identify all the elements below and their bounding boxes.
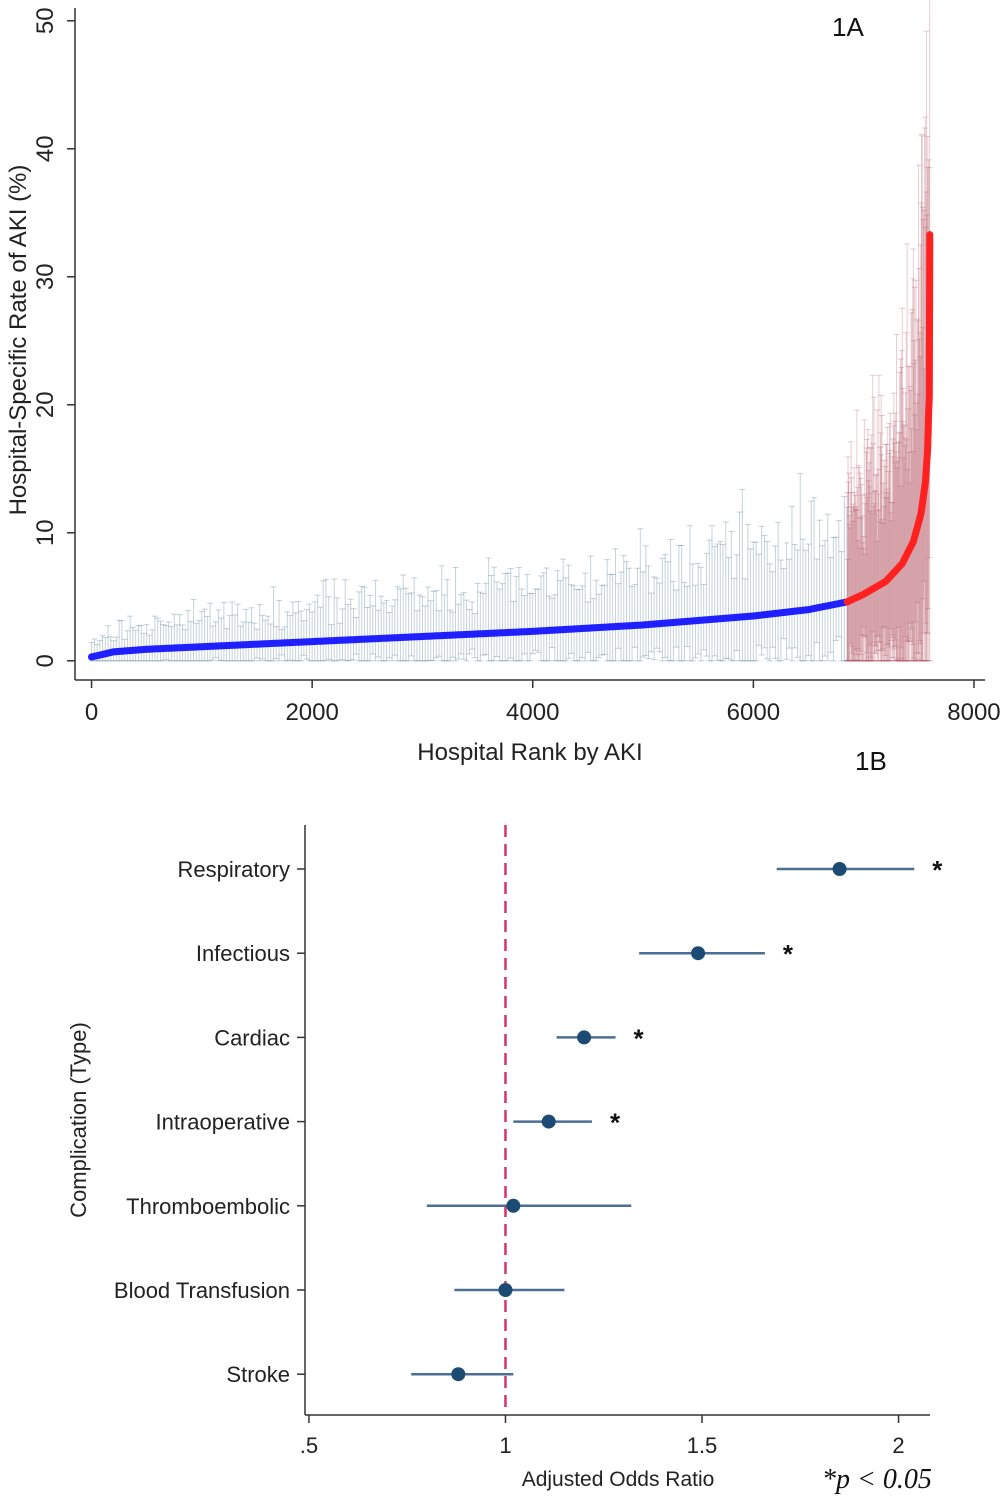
y-tick-label: 40 xyxy=(32,135,59,162)
category-label: Blood Transfusion xyxy=(114,1278,290,1303)
category-label: Stroke xyxy=(226,1362,290,1387)
forest-rows: Respiratory * Infectious * Cardiac * Intraoper… xyxy=(114,855,943,1387)
x-axis-label: Hospital Rank by AKI xyxy=(417,739,642,766)
x-tick-label: 8000 xyxy=(947,699,1000,726)
y-axis-label: Complication (Type) xyxy=(66,1022,91,1218)
footnote: *p < 0.05 xyxy=(822,1464,932,1495)
panel-label-1a: 1A xyxy=(832,12,864,42)
category-label: Infectious xyxy=(196,941,290,966)
x-tick-label: 1.5 xyxy=(687,1433,718,1458)
x-tick-label: 4000 xyxy=(506,699,559,726)
y-tick-label: 20 xyxy=(32,391,59,418)
rate-point xyxy=(924,446,931,453)
category-label: Respiratory xyxy=(178,857,290,882)
odds-ratio-point xyxy=(691,946,706,961)
y-tick-label: 30 xyxy=(32,263,59,290)
axis-ticks: 0 2000 4000 6000 8000 0 10 20 30 40 50 xyxy=(32,7,1000,726)
odds-ratio-point xyxy=(498,1283,513,1297)
odds-ratio-point xyxy=(541,1114,556,1129)
odds-ratio-point xyxy=(577,1030,592,1045)
x-tick-label: 2 xyxy=(892,1433,904,1458)
odds-ratio-point xyxy=(506,1198,521,1213)
rate-point xyxy=(926,231,933,238)
rate-point xyxy=(805,606,812,613)
axis-ticks: .5 1 1.5 2 xyxy=(300,1415,905,1458)
rate-point xyxy=(640,621,647,628)
significance-marker: * xyxy=(634,1023,645,1053)
category-label: Intraoperative xyxy=(155,1110,290,1135)
significance-marker: * xyxy=(783,939,794,969)
x-tick-label: 1 xyxy=(499,1433,511,1458)
x-tick-label: .5 xyxy=(300,1433,318,1458)
category-label: Cardiac xyxy=(214,1025,290,1050)
x-tick-label: 2000 xyxy=(285,699,338,726)
panel-label-1b: 1B xyxy=(855,746,887,776)
rate-estimate-line xyxy=(843,231,934,606)
rate-point xyxy=(926,391,933,398)
significance-marker: * xyxy=(932,855,943,885)
rate-point xyxy=(925,408,932,415)
point-estimates-layer xyxy=(88,231,934,661)
y-tick-label: 10 xyxy=(32,519,59,546)
y-tick-label: 50 xyxy=(32,7,59,34)
x-axis-label: Adjusted Odds Ratio xyxy=(522,1468,715,1491)
odds-ratio-point xyxy=(832,862,847,876)
y-tick-label: 0 xyxy=(32,654,59,667)
x-tick-label: 6000 xyxy=(727,699,780,726)
x-tick-label: 0 xyxy=(85,699,98,726)
significance-marker: * xyxy=(610,1108,621,1138)
rate-point xyxy=(750,613,757,619)
odds-ratio-point xyxy=(451,1367,466,1382)
category-label: Thromboembolic xyxy=(126,1194,290,1219)
rate-estimate-line xyxy=(88,598,851,661)
chart-1a: 0 2000 4000 6000 8000 0 10 20 30 40 50 1A Hospital… xyxy=(5,0,1000,766)
y-axis-label: Hospital-Specific Rate of AKI (%) xyxy=(5,165,32,516)
